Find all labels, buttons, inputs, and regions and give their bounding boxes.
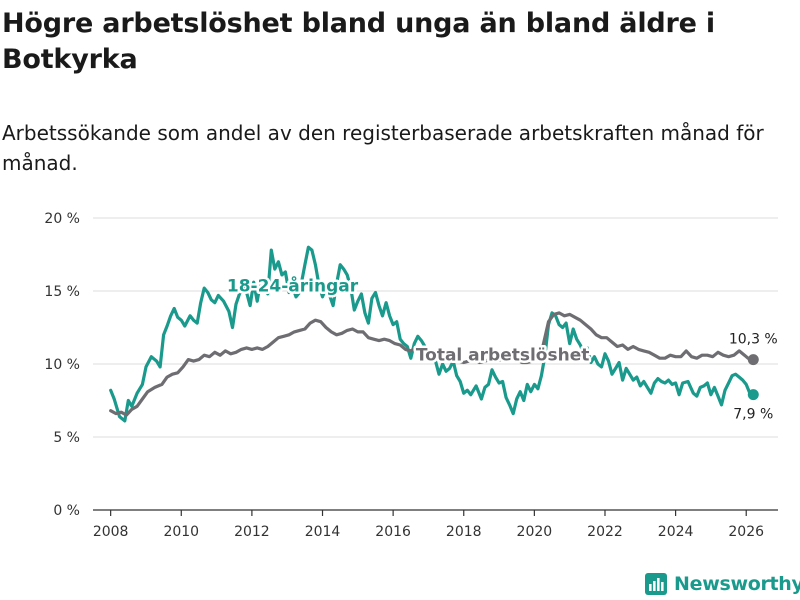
x-tick-label: 2022 [587,524,623,540]
youth-series-end-label: 7,9 % [733,407,773,423]
y-tick-label: 15 % [44,284,80,300]
y-tick-label: 20 % [44,211,80,227]
y-tick-label: 0 % [53,503,80,519]
y-tick-label: 10 % [44,357,80,373]
x-tick-label: 2008 [93,524,129,540]
newsworthy-logo[interactable]: Newsworthy [644,570,800,598]
x-tick-label: 2024 [658,524,694,540]
x-tick-label: 2016 [375,524,411,540]
x-tick-label: 2018 [446,524,482,540]
x-tick-label: 2012 [234,524,270,540]
total-series-end-label: 10,3 % [729,332,778,348]
x-tick-label: 2010 [163,524,199,540]
newsworthy-logo-icon [645,573,667,595]
series-labels: 18-24-åringar Total arbetslöshet 10,3 % 7,9… [224,272,778,423]
y-axis-ticks: 0 % 5 % 10 % 15 % 20 % [44,211,80,519]
chart-title: Högre arbetslöshet bland unga än bland ä… [2,8,715,75]
youth-series-end-point [747,389,759,401]
y-tick-label: 5 % [53,430,80,446]
total-series-line [109,311,755,417]
series-lines [109,245,755,423]
youth-series-label: 18-24-åringar [227,275,359,297]
newsworthy-logo-text: Newsworthy [674,573,800,595]
x-tick-label: 2020 [517,524,553,540]
gridlines [93,217,778,438]
total-series-label: Total arbetslöshet [416,345,590,365]
x-axis-ticks: 2008 2010 2012 2014 2016 2018 2020 2022 2024 2026 [93,509,778,540]
x-tick-label: 2026 [728,524,764,540]
chart-subtitle: Arbetssökande som andel av den registerb… [2,121,764,175]
x-tick-label: 2014 [305,524,341,540]
total-series-end-point [747,354,759,366]
youth-series-line [109,245,755,423]
